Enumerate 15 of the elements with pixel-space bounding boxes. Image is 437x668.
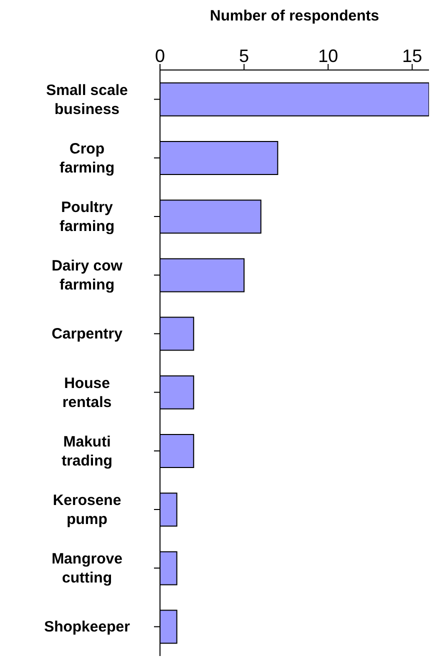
y-tick-label: Makuti trading [62,432,112,469]
y-tick-label: Crop farming [59,140,115,176]
x-tick-label: 15 [402,46,422,66]
y-tick-label: Poultry farming [59,198,115,234]
x-tick-label: 0 [154,46,166,66]
y-tick-label: Small scale business [46,81,128,118]
y-tick-label: Shopkeeper [44,618,130,636]
x-tick-label: 10 [318,46,338,66]
x-tick-label: 5 [239,46,250,66]
x-axis-title: Number of respondents [210,8,380,25]
y-tick-label: Carpentry [52,325,124,342]
y-tick-label: Kerosene pump [52,492,122,528]
y-tick-label: Mangrove cutting [52,550,122,586]
y-tick-label: House rentals [62,374,112,410]
y-tick-label: Dairy cow farming [52,257,123,294]
